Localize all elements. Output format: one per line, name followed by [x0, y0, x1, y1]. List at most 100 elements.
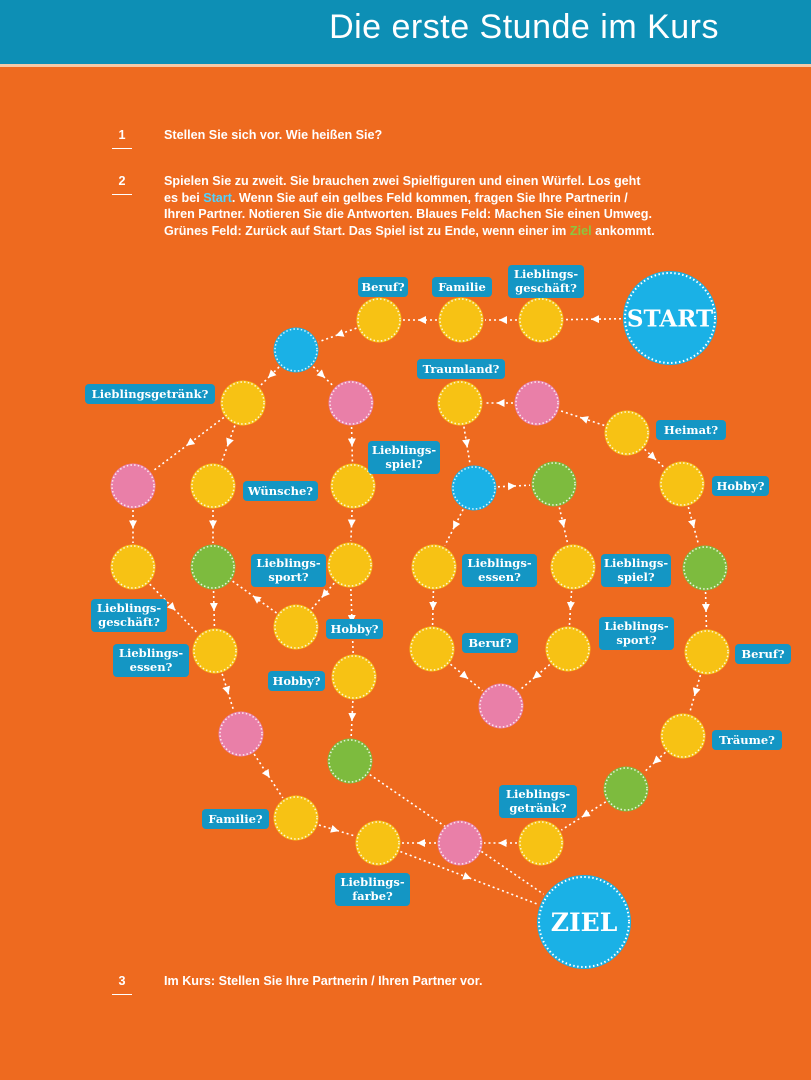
path-segment	[400, 850, 539, 906]
field-yellow	[518, 297, 564, 343]
field-pink	[437, 820, 483, 866]
path-segment	[221, 673, 235, 712]
field-label-text: Träume?	[719, 733, 775, 747]
path-segment	[347, 426, 356, 463]
field-yellow	[660, 713, 706, 759]
field-green	[682, 545, 728, 591]
task-number: 2	[112, 173, 132, 195]
path-segment	[558, 507, 569, 544]
field-pink	[328, 380, 374, 426]
field-green	[190, 544, 236, 590]
field-label-text: Hobby?	[330, 622, 378, 636]
field-label-text: Traumland?	[423, 362, 500, 376]
field-label: Wünsche?	[243, 481, 318, 501]
field-pink	[218, 711, 264, 757]
field-blue	[451, 465, 497, 511]
field-yellow	[192, 628, 238, 674]
path-segment	[462, 426, 471, 465]
path-segment	[643, 751, 666, 774]
field-label-text: farbe?	[352, 889, 393, 903]
field-label-text: Lieblings-	[340, 875, 404, 889]
path-segment	[259, 366, 280, 387]
text-run: Grünes Feld: Zurück auf Start. Das Spiel…	[164, 223, 570, 238]
text-run: ankommt.	[591, 223, 655, 238]
field-yellow	[659, 461, 705, 507]
field-label-text: Lieblings-	[467, 556, 531, 570]
field-green	[327, 738, 373, 784]
field-blue	[273, 327, 319, 373]
field-label-text: Lieblings-	[506, 787, 570, 801]
goal-field: ZIEL	[537, 875, 631, 969]
field-yellow	[604, 410, 650, 456]
field-label-text: sport?	[616, 633, 657, 647]
field-label: Beruf?	[735, 644, 791, 664]
field-yellow	[327, 542, 373, 588]
path-segment	[564, 315, 622, 324]
field-label: Lieblings-sport?	[599, 617, 674, 650]
field-yellow	[190, 463, 236, 509]
field-label-text: Lieblings-	[372, 443, 436, 457]
start-field: START	[623, 271, 717, 365]
field-yellow	[518, 820, 564, 866]
field-label-text: Hobby?	[716, 479, 764, 493]
field-label: Träume?	[712, 730, 782, 750]
field-label: Lieblings-getränk?	[499, 785, 577, 818]
field-label-text: Lieblings-	[514, 267, 578, 281]
field-label: Heimat?	[656, 420, 726, 440]
field-label: Familie?	[202, 809, 269, 829]
field-label: Lieblings-essen?	[462, 554, 537, 587]
field-label: Lieblings-essen?	[113, 644, 189, 677]
field-label-text: geschäft?	[98, 615, 160, 629]
path-segment	[318, 824, 356, 837]
path-segment	[688, 674, 702, 714]
path-segment	[566, 590, 575, 626]
field-label: Lieblings-farbe?	[335, 873, 410, 906]
page-header: Die erste Stunde im Kurs	[0, 0, 811, 67]
field-yellow	[411, 544, 457, 590]
field-yellow	[331, 654, 377, 700]
field-label-text: Lieblingsgetränk?	[92, 387, 209, 401]
task-text: Spielen Sie zu zweit. Sie brauchen zwei …	[164, 173, 804, 239]
field-label: Lieblings-spiel?	[368, 441, 440, 474]
field-label: Traumland?	[417, 359, 505, 379]
path-segment	[149, 583, 199, 635]
start-field-label: START	[627, 305, 713, 332]
field-label-text: Beruf?	[741, 647, 784, 661]
field-label: Beruf?	[358, 277, 408, 297]
field-yellow	[684, 629, 730, 675]
text-run: es bei	[164, 190, 204, 205]
page-title: Die erste Stunde im Kurs	[329, 8, 719, 46]
field-label-text: Beruf?	[468, 636, 511, 650]
task-number: 1	[112, 127, 132, 149]
path-segment	[644, 448, 665, 469]
field-yellow	[330, 463, 376, 509]
goal-highlight: Ziel	[569, 223, 592, 238]
path-segment	[444, 509, 464, 546]
path-segment	[348, 700, 357, 738]
field-yellow	[550, 544, 596, 590]
path-segment	[347, 509, 356, 542]
path-segment	[209, 590, 218, 628]
field-yellow	[356, 297, 402, 343]
task-text-line: Ihren Partner. Notieren Sie die Antworte…	[164, 207, 653, 221]
field-pink	[110, 463, 156, 509]
task-number: 3	[112, 973, 132, 995]
goal-field-label: ZIEL	[551, 908, 618, 937]
task-text-line: Grünes Feld: Zurück auf Start. Das Spiel…	[164, 223, 804, 240]
field-green	[603, 766, 649, 812]
path-segment	[449, 663, 484, 692]
field-label-text: essen?	[130, 660, 173, 674]
field-yellow	[110, 544, 156, 590]
path-segment	[518, 663, 551, 692]
field-label: Beruf?	[462, 633, 518, 653]
path-segment	[497, 482, 531, 491]
path-segment	[560, 801, 607, 831]
field-label: Lieblingsgetränk?	[85, 384, 215, 404]
task-text: Im Kurs: Stellen Sie Ihre Partnerin / Ih…	[164, 974, 483, 988]
field-label: Lieblings-geschäft?	[91, 599, 167, 632]
field-label-text: Familie	[438, 280, 486, 294]
field-yellow	[355, 820, 401, 866]
field-label: Hobby?	[326, 619, 383, 639]
field-label-text: spiel?	[385, 457, 423, 471]
field-label-text: sport?	[268, 570, 309, 584]
